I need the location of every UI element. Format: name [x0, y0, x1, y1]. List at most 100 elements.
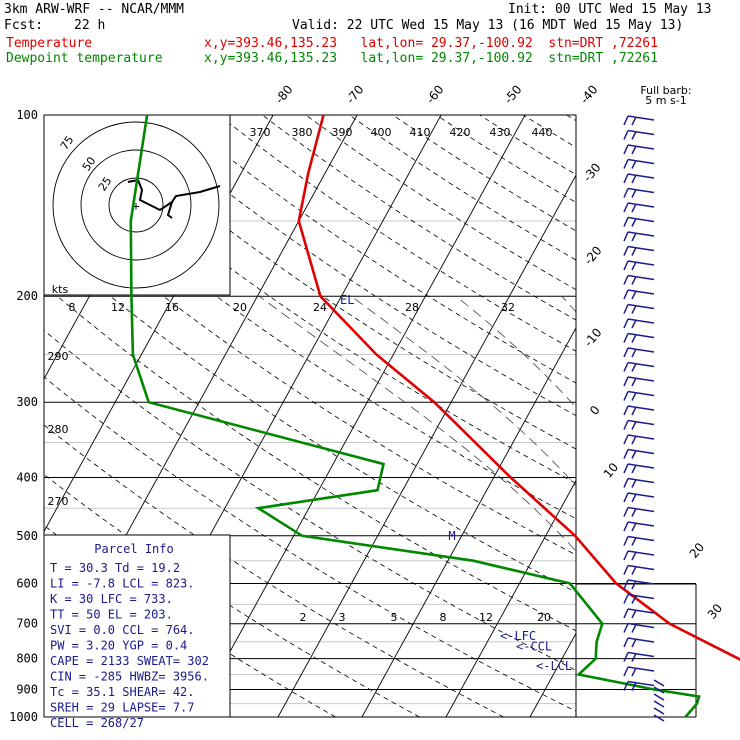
wind-barb-flag — [623, 333, 629, 343]
wind-barb-flag — [623, 217, 629, 227]
wind-barb — [627, 158, 655, 165]
wind-barb-flag — [631, 218, 637, 227]
wind-barb-flag — [631, 348, 637, 358]
wind-barb-flag — [631, 479, 637, 488]
wind-barb — [627, 376, 655, 382]
isotherm-label: -30 — [580, 160, 603, 184]
parcel-info-row: Tc = 35.1 SHEAR= 42. — [50, 685, 195, 699]
moist-adiabat — [350, 295, 576, 487]
theta-label: 420 — [450, 126, 471, 139]
mixing-ratio-label-lower: 8 — [440, 611, 447, 624]
mixing-ratio-label: 32 — [501, 301, 515, 314]
isotherm-label: -50 — [501, 82, 524, 106]
isotherm-label: -60 — [423, 82, 446, 106]
wind-barb-flag — [631, 522, 637, 532]
hodograph-box — [43, 114, 231, 296]
wind-barb-low — [653, 700, 665, 708]
pressure-label-500: 500 — [16, 529, 38, 543]
wind-barb-flag — [631, 537, 637, 546]
wind-barb — [627, 579, 655, 585]
wind-barb-flag — [631, 290, 637, 300]
mixing-ratio-label: 20 — [233, 301, 247, 314]
wind-barb-flag — [631, 638, 637, 648]
wind-barb — [627, 521, 655, 527]
wind-barb-flag — [631, 450, 637, 459]
parcel-info-row: SREH = 29 LAPSE= 7.7 — [50, 701, 195, 715]
wind-barb-flag — [623, 115, 629, 126]
mixing-ratio-label-lower: 12 — [479, 611, 493, 624]
wind-barb — [627, 434, 655, 440]
parcel-info-row: CIN = -285 HWBZ= 3956. — [50, 670, 209, 684]
wind-barb-flag — [631, 189, 637, 198]
wind-barb-flag — [623, 594, 629, 604]
wind-barb — [627, 477, 655, 484]
level-annotation-LFC: <-LFC — [500, 629, 536, 643]
parcel-info-row: CELL = 268/27 — [50, 716, 144, 730]
dewpoint-curve — [129, 114, 701, 718]
wind-barb-flag — [623, 608, 629, 619]
pressure-label-600: 600 — [16, 576, 38, 590]
wind-barb-flag — [631, 493, 637, 503]
fcst-label: Fcst: — [4, 18, 44, 33]
pressure-label-700: 700 — [16, 617, 38, 631]
wind-barb — [627, 390, 655, 397]
level-annotation-LCL: <-LCL — [536, 659, 572, 673]
parcel-info-box — [43, 534, 231, 718]
wind-barb — [627, 115, 655, 121]
wind-barb-flag — [623, 449, 629, 459]
theta-label: 390 — [332, 126, 353, 139]
wind-barb — [627, 506, 655, 513]
theta-label: 410 — [410, 126, 431, 139]
wind-barb-flag — [631, 609, 637, 619]
wind-barb-flag — [623, 130, 629, 140]
wind-barb-flag — [623, 202, 629, 213]
wind-barb-flag — [631, 261, 637, 271]
dry-adiabat — [44, 329, 576, 671]
isotherm — [698, 115, 740, 717]
mixing-ratio-label-lower: 3 — [339, 611, 346, 624]
wind-barb — [627, 202, 655, 208]
hodograph-tail — [166, 201, 173, 219]
wind-barb — [627, 144, 655, 150]
wind-barb-flag — [623, 637, 629, 648]
wind-barb-flag — [623, 492, 629, 503]
wind-barb-flag — [623, 144, 629, 155]
temperature-legend: Temperature — [6, 36, 93, 51]
theta-label: 380 — [292, 126, 313, 139]
parcel-info-row: T = 30.3 Td = 19.2 — [50, 561, 180, 575]
wind-barb-flag — [631, 247, 637, 256]
wind-barb — [627, 419, 655, 426]
wind-barb-flag — [631, 305, 637, 314]
wind-barb-flag — [631, 508, 637, 517]
fcst-value: 22 h — [74, 18, 106, 33]
wind-barb — [627, 318, 655, 324]
wind-barb — [627, 405, 655, 411]
temperature-curve — [297, 114, 740, 662]
hodograph-ring — [108, 177, 164, 233]
theta-label: 370 — [250, 126, 271, 139]
wind-barb — [627, 564, 655, 571]
model-title: 3km ARW-WRF -- NCAR/MMM — [4, 2, 185, 17]
parcel-info-row: TT = 50 EL = 203. — [50, 608, 173, 622]
moist-adiabat — [259, 295, 576, 552]
wind-barb — [627, 361, 655, 368]
theta-label: 400 — [371, 126, 392, 139]
isotherm-label: 0 — [587, 403, 603, 418]
wind-barb — [627, 651, 655, 658]
wind-barb-flag — [623, 579, 629, 590]
wind-barb — [627, 637, 655, 643]
wind-barb-flag — [623, 550, 629, 561]
isotherm-label: -10 — [581, 325, 604, 349]
wind-barb-flag — [623, 376, 629, 387]
pressure-label-300: 300 — [16, 395, 38, 409]
dry-adiabat — [44, 376, 576, 712]
mixing-ratio-label-lower: 20 — [537, 611, 551, 624]
wind-barb-flag — [623, 463, 629, 474]
wind-barb-flag — [631, 363, 637, 372]
dry-adiabat — [44, 424, 504, 717]
isotherm-label: 20 — [687, 540, 708, 561]
pressure-label-200: 200 — [16, 289, 38, 303]
wind-barb-flag — [631, 653, 637, 662]
wind-barb-flag — [623, 188, 629, 198]
